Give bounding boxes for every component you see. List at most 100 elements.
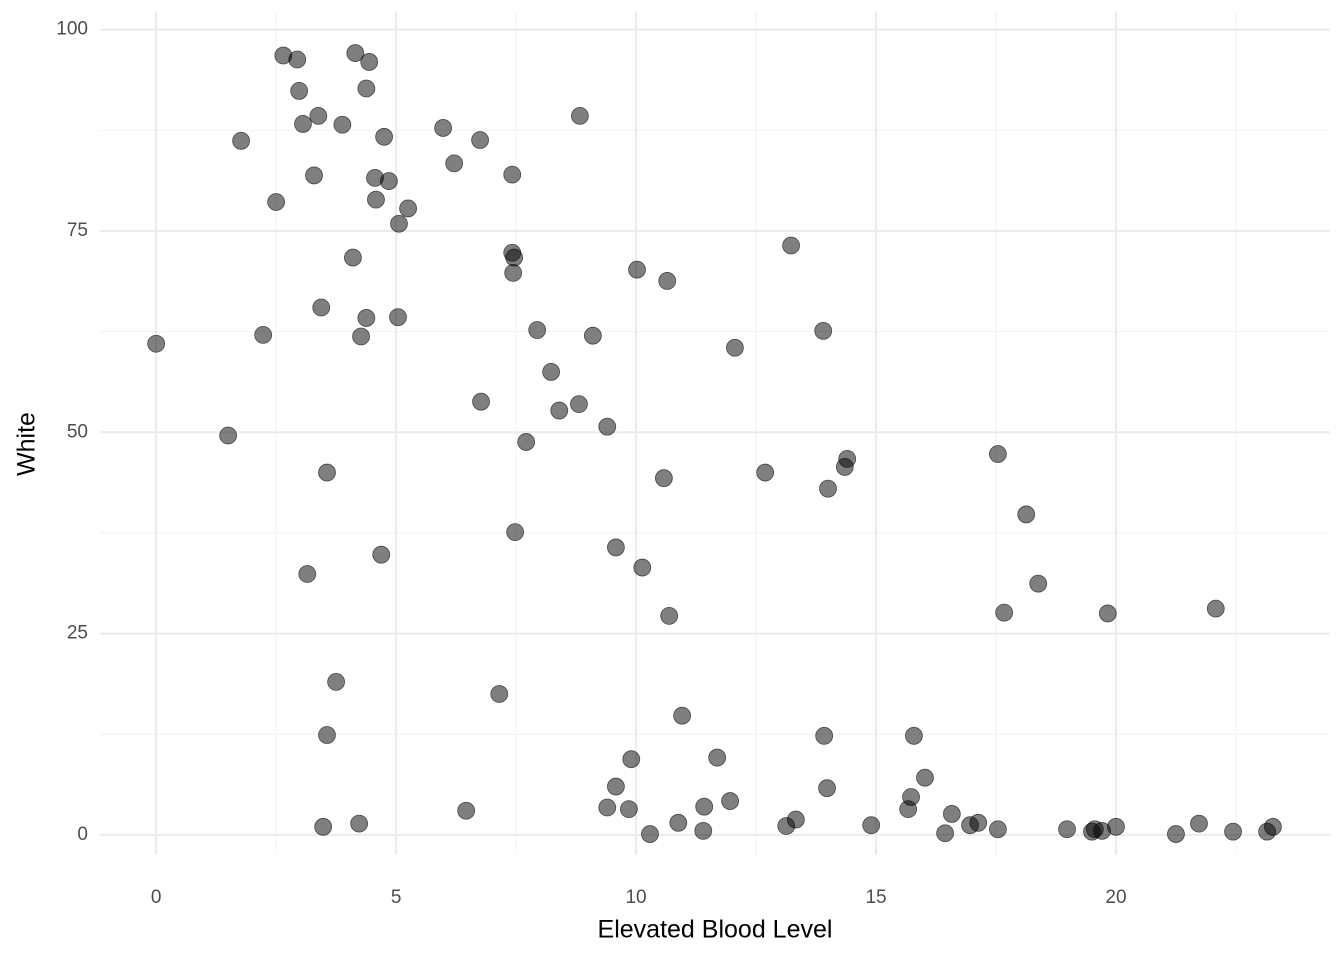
point	[673, 706, 692, 725]
point	[654, 469, 673, 488]
point	[782, 236, 800, 255]
point	[504, 263, 523, 282]
point	[1058, 820, 1076, 839]
point	[619, 800, 638, 819]
point	[916, 768, 934, 787]
point	[357, 79, 376, 98]
point	[434, 119, 453, 137]
point	[505, 248, 524, 267]
point	[902, 788, 920, 806]
point	[375, 127, 394, 146]
point	[633, 558, 652, 577]
point	[598, 417, 617, 436]
point	[367, 190, 385, 209]
point	[905, 726, 923, 745]
point	[721, 792, 740, 810]
point	[360, 53, 379, 71]
point	[570, 395, 588, 414]
point	[318, 463, 336, 482]
point	[318, 726, 336, 744]
point	[472, 392, 490, 411]
point	[254, 325, 273, 344]
point	[294, 115, 312, 133]
point	[309, 106, 328, 125]
x-tick-label: 5	[391, 887, 402, 908]
point	[490, 685, 509, 703]
point	[726, 338, 744, 357]
point	[1107, 817, 1125, 836]
point	[550, 401, 569, 420]
point	[267, 193, 286, 211]
point	[628, 260, 646, 279]
point	[372, 545, 391, 564]
point	[344, 248, 362, 267]
point	[346, 44, 365, 62]
point	[1017, 505, 1036, 524]
y-tick-label: 0	[77, 824, 88, 845]
point	[838, 449, 857, 468]
point	[1224, 822, 1242, 841]
x-tick-label: 10	[625, 887, 646, 908]
x-tick-label: 20	[1105, 887, 1126, 908]
point	[942, 805, 961, 823]
point	[314, 817, 333, 836]
point	[571, 106, 589, 125]
point	[471, 131, 489, 149]
point	[1263, 817, 1282, 836]
point	[786, 810, 805, 829]
point	[606, 538, 625, 557]
point	[660, 606, 679, 625]
point	[814, 321, 833, 340]
point	[352, 327, 370, 346]
point	[819, 479, 837, 498]
point	[1098, 604, 1117, 623]
point	[312, 298, 331, 317]
point	[641, 825, 659, 843]
point	[936, 824, 955, 843]
point	[232, 131, 250, 150]
point	[305, 166, 323, 185]
point	[1190, 814, 1208, 833]
point	[989, 820, 1007, 839]
point	[503, 165, 522, 184]
point	[989, 445, 1007, 463]
point	[1167, 825, 1185, 843]
point	[147, 334, 166, 353]
point	[219, 426, 238, 445]
y-tick-label: 100	[56, 19, 88, 40]
point	[995, 603, 1014, 622]
x-tick-label: 0	[151, 887, 162, 908]
point	[290, 82, 309, 100]
y-tick-label: 25	[67, 623, 88, 644]
point	[327, 672, 346, 691]
point	[862, 816, 881, 835]
point	[694, 821, 713, 840]
point	[658, 272, 677, 290]
point	[357, 309, 376, 327]
point	[815, 726, 834, 745]
y-tick-label: 50	[67, 421, 88, 442]
point	[506, 523, 525, 542]
point	[445, 154, 464, 173]
point	[583, 326, 602, 345]
point	[350, 814, 369, 833]
point	[1029, 574, 1048, 593]
point	[708, 748, 727, 767]
point	[695, 797, 714, 816]
point	[333, 115, 352, 134]
point	[818, 779, 836, 798]
point	[517, 433, 536, 451]
point	[457, 801, 476, 820]
point	[288, 50, 307, 69]
y-axis-title: White	[13, 412, 41, 476]
x-axis-title: Elevated Blood Level	[598, 916, 833, 944]
point	[606, 777, 625, 796]
point	[622, 750, 641, 769]
point	[598, 798, 617, 817]
point	[1206, 599, 1225, 618]
point	[390, 214, 408, 233]
x-tick-label: 15	[865, 887, 886, 908]
point	[399, 199, 417, 218]
point	[298, 565, 317, 583]
point	[528, 321, 547, 339]
